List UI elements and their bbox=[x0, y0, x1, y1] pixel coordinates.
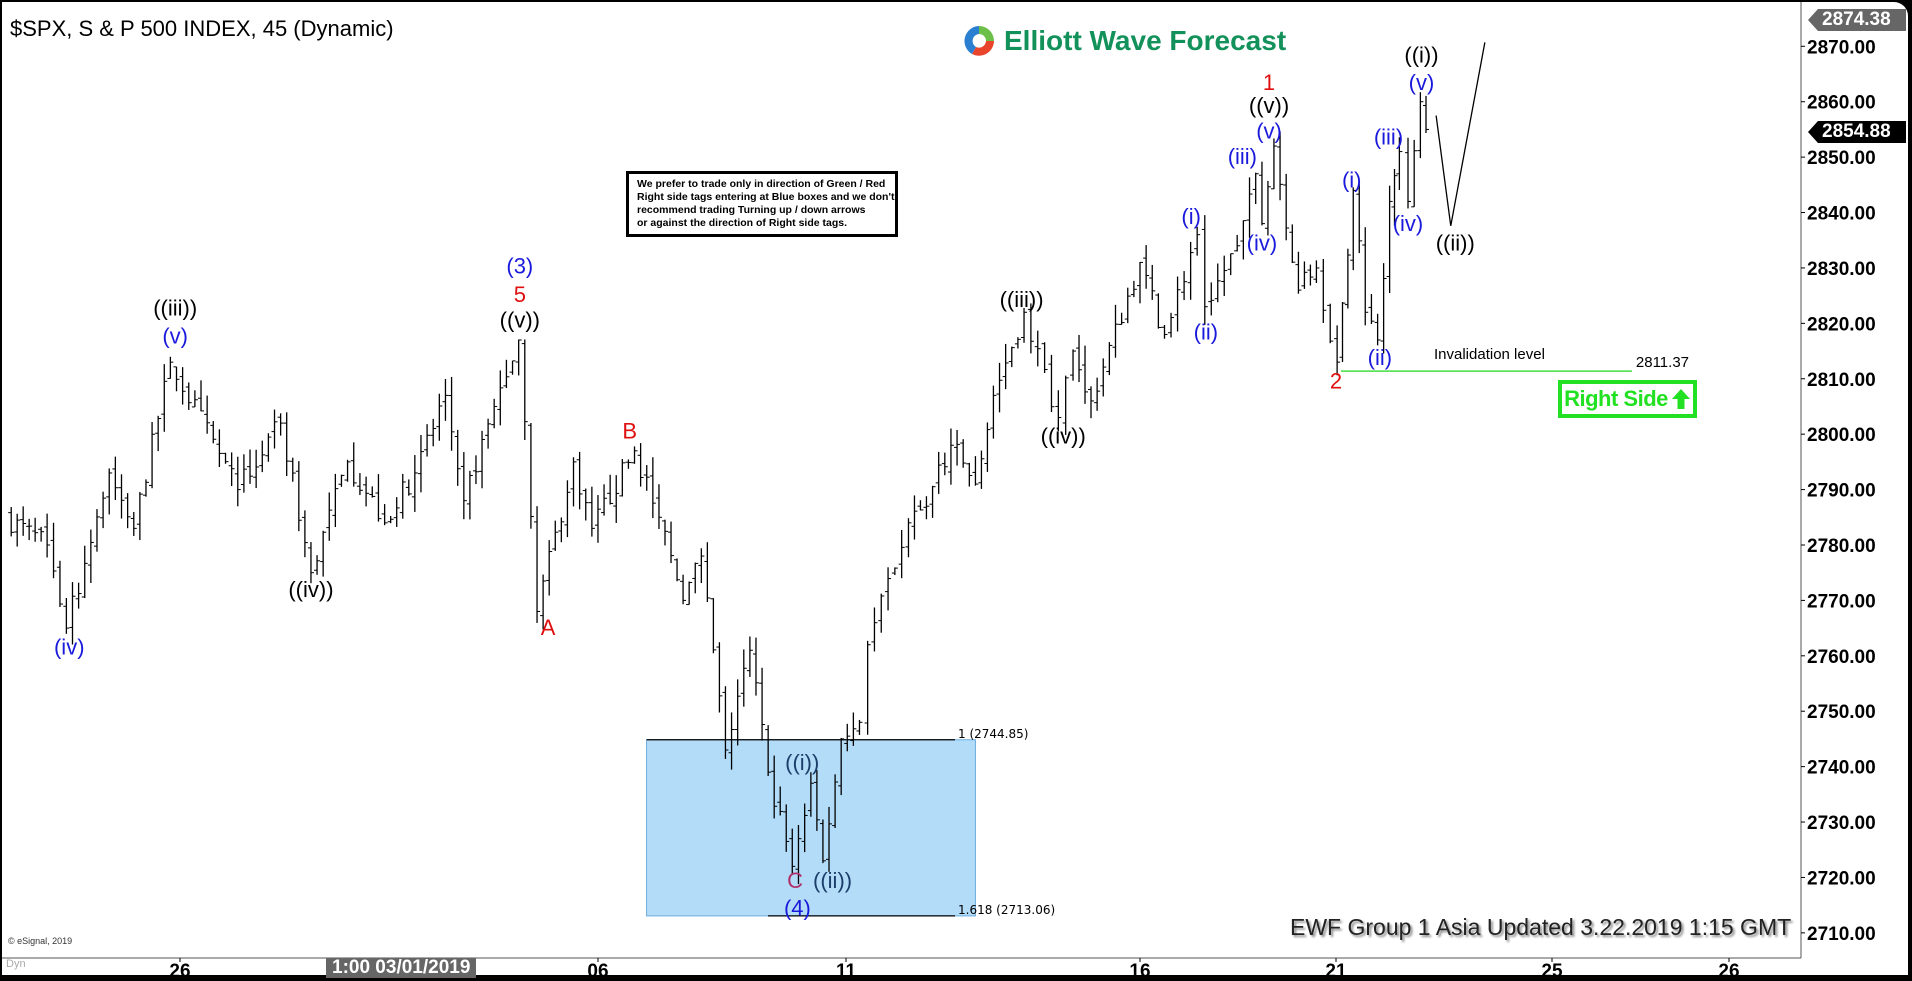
wave-label: (iv) bbox=[1247, 230, 1278, 255]
y-tick-label: 2810.00 bbox=[1807, 370, 1876, 391]
wave-label: (iii) bbox=[1374, 125, 1403, 150]
right-side-tag: Right Side bbox=[1558, 380, 1697, 418]
y-tick-label: 2740.00 bbox=[1807, 758, 1876, 779]
trading-note: We prefer to trade only in direction of … bbox=[626, 171, 898, 237]
wave-label: (ii) bbox=[1194, 320, 1218, 345]
wave-label: 2 bbox=[1330, 368, 1342, 393]
y-tick-label: 2720.00 bbox=[1807, 868, 1876, 889]
wave-label: (i) bbox=[1342, 167, 1362, 192]
high-price-tag: 2874.38 bbox=[1808, 9, 1906, 31]
wave-label: (iii) bbox=[1228, 144, 1257, 169]
invalidation-value: 2811.37 bbox=[1636, 354, 1689, 371]
chart-title: $SPX, S & P 500 INDEX, 45 (Dynamic) bbox=[10, 16, 394, 41]
logo-swirl-icon bbox=[964, 26, 994, 56]
dyn-label[interactable]: Dyn bbox=[6, 958, 26, 970]
x-tick-label: 06 bbox=[587, 961, 608, 981]
wave-label: ((ii)) bbox=[813, 868, 852, 893]
y-tick-label: 2730.00 bbox=[1807, 813, 1876, 834]
fib-label: 1 (2744.85) bbox=[958, 727, 1028, 741]
blue-box bbox=[646, 739, 976, 917]
note-line: Right side tags entering at Blue boxes a… bbox=[637, 191, 895, 203]
y-tick-label: 2710.00 bbox=[1807, 924, 1876, 945]
wave-label: (v) bbox=[1256, 119, 1282, 144]
wave-label: ((i)) bbox=[1404, 43, 1438, 68]
logo: Elliott Wave Forecast bbox=[962, 24, 1286, 58]
wave-label: ((i)) bbox=[785, 750, 819, 775]
wave-label: ((v)) bbox=[500, 307, 540, 332]
y-tick-label: 2870.00 bbox=[1807, 37, 1876, 58]
copyright: © eSignal, 2019 bbox=[8, 936, 73, 946]
y-tick-label: 2800.00 bbox=[1807, 425, 1876, 446]
wave-label: (3) bbox=[506, 254, 533, 279]
note-line: recommend trading Turning up / down arro… bbox=[637, 204, 866, 216]
wave-label: 5 bbox=[514, 282, 526, 307]
y-tick-label: 2770.00 bbox=[1807, 591, 1876, 612]
x-tick-label: 21 bbox=[1325, 961, 1347, 981]
wave-label: (ii) bbox=[1368, 345, 1392, 370]
projection-path bbox=[1435, 42, 1486, 226]
wave-label: ((v)) bbox=[1249, 93, 1289, 118]
y-tick-label: 2850.00 bbox=[1807, 148, 1876, 169]
wave-label: ((iv)) bbox=[1041, 423, 1086, 448]
x-tick-label: 25 bbox=[1541, 961, 1563, 981]
wave-label: A bbox=[541, 615, 556, 640]
x-tick-label: 16 bbox=[1129, 961, 1150, 981]
x-tick-label: 26 bbox=[169, 961, 190, 981]
wave-label: ((iii)) bbox=[1000, 287, 1044, 312]
wave-label: B bbox=[622, 418, 637, 443]
wave-label: ((ii)) bbox=[1436, 230, 1475, 255]
wave-label: 1 bbox=[1263, 70, 1275, 95]
y-tick-label: 2830.00 bbox=[1807, 259, 1876, 280]
update-text: EWF Group 1 Asia Updated 3.22.2019 1:15 … bbox=[1290, 914, 1792, 940]
wave-label: (iv) bbox=[54, 634, 85, 659]
invalidation-label: Invalidation level bbox=[1434, 346, 1545, 363]
fib-label: 1.618 (2713.06) bbox=[958, 903, 1055, 917]
last-price-tag: 2854.88 bbox=[1808, 121, 1906, 143]
y-tick-label: 2760.00 bbox=[1807, 647, 1876, 668]
wave-label: (4) bbox=[784, 895, 811, 920]
wave-label: (iv) bbox=[1393, 211, 1424, 236]
wave-label: (v) bbox=[1409, 70, 1435, 95]
y-tick-label: 2790.00 bbox=[1807, 481, 1876, 502]
arrow-up-icon bbox=[1671, 389, 1690, 409]
y-tick-label: 2780.00 bbox=[1807, 536, 1876, 557]
wave-label: ((iv)) bbox=[288, 577, 333, 602]
wave-label: (i) bbox=[1181, 204, 1201, 229]
y-tick-label: 2840.00 bbox=[1807, 204, 1876, 225]
wave-label: C bbox=[787, 868, 803, 893]
note-line: We prefer to trade only in direction of … bbox=[637, 178, 886, 190]
y-tick-label: 2860.00 bbox=[1807, 93, 1876, 114]
logo-text: Elliott Wave Forecast bbox=[1004, 25, 1287, 56]
wave-label: (v) bbox=[162, 324, 188, 349]
wave-label: ((iii)) bbox=[153, 295, 197, 320]
x-tick-label: 26 bbox=[1718, 961, 1739, 981]
x-tick-label: 11 bbox=[836, 961, 857, 981]
y-tick-label: 2750.00 bbox=[1807, 702, 1876, 723]
right-side-label: Right Side bbox=[1564, 386, 1668, 411]
y-tick-label: 2820.00 bbox=[1807, 314, 1876, 335]
cursor-date-label: 1:00 03/01/2019 bbox=[326, 958, 477, 978]
note-line: or against the direction of Right side t… bbox=[637, 217, 848, 229]
